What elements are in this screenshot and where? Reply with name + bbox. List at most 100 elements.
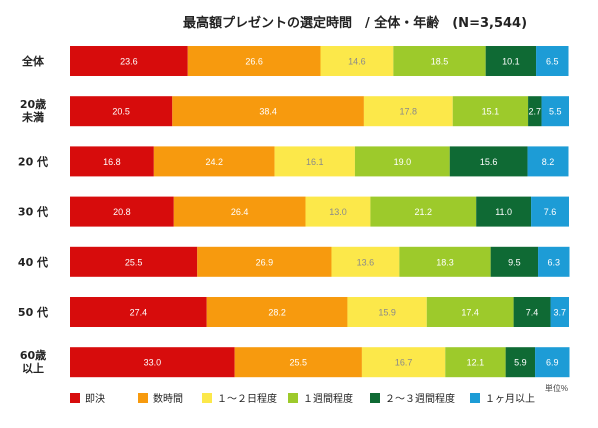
legend-label: ２～３週間程度 [385, 392, 455, 405]
data-label: 6.9 [546, 358, 559, 368]
legend-label: 数時間 [153, 392, 183, 405]
bar-segment [528, 96, 542, 127]
legend-swatch [288, 393, 298, 403]
data-label: 7.6 [544, 207, 557, 217]
data-label: 8.2 [542, 157, 555, 167]
data-label: 5.5 [549, 107, 562, 117]
data-label: 20.5 [112, 107, 130, 117]
legend-swatch [138, 393, 148, 403]
row-label-line: 40 代 [18, 255, 48, 269]
bar-segment [234, 347, 362, 378]
row-label-line: 以上 [22, 361, 44, 375]
row-label-line: 20歳 [20, 97, 46, 111]
row-label-line: 50 代 [18, 305, 48, 319]
bar-segment [426, 297, 514, 327]
bar-segment [206, 297, 348, 327]
data-label: 13.6 [357, 257, 375, 267]
data-label: 16.1 [306, 157, 324, 167]
bar-segment [173, 196, 306, 227]
bar-segment [347, 297, 427, 327]
data-label: 33.0 [144, 358, 162, 368]
bar-segment [70, 196, 174, 227]
legend-label: １週間程度 [303, 392, 353, 405]
data-label: 26.9 [256, 257, 274, 267]
bar-segment [70, 347, 235, 378]
legend-swatch [470, 393, 480, 403]
data-label: 5.9 [514, 358, 527, 368]
row-label: 20歳未満 [20, 97, 46, 124]
data-label: 6.5 [546, 57, 559, 67]
data-label: 9.5 [508, 257, 521, 267]
row-label: 40 代 [18, 255, 48, 269]
bar-segment [70, 297, 207, 327]
data-label: 15.6 [480, 157, 498, 167]
data-label: 7.4 [526, 308, 539, 318]
data-label: 11.0 [495, 207, 512, 217]
legend-swatch [202, 393, 212, 403]
bar-segment [449, 146, 528, 177]
data-label: 19.0 [394, 157, 412, 167]
data-label: 18.3 [436, 257, 454, 267]
bar-segment [527, 146, 569, 177]
bar-segment [490, 246, 539, 277]
bar-segment [538, 246, 570, 277]
row-label: 60歳以上 [20, 348, 46, 375]
bar-segment [476, 196, 532, 227]
bar-segment [70, 96, 173, 127]
row-label: 50 代 [18, 305, 48, 319]
data-label: 24.2 [205, 157, 223, 167]
bar-segment [513, 297, 551, 327]
bar-segment [361, 347, 446, 378]
bar-segment [485, 46, 537, 76]
bar-segment [445, 347, 506, 378]
legend-swatch [70, 393, 80, 403]
bar-rows: 全体 23.6 26.6 14.6 18.5 10.1 6.5 20歳未満 20.5 38.4 17… [18, 46, 570, 378]
bar-segment [370, 196, 477, 227]
data-label: 27.4 [130, 308, 148, 318]
bar-segment [452, 96, 529, 127]
data-label: 28.2 [268, 308, 286, 318]
bar-segment [536, 46, 569, 76]
chart-title: 最高額プレゼントの選定時間 / 全体・年齢 (N=3,544) [183, 15, 527, 31]
row-label-line: 未満 [21, 110, 44, 124]
bar-segment [331, 246, 400, 277]
data-label: 15.9 [378, 308, 396, 318]
data-label: 14.6 [348, 57, 366, 67]
data-label: 12.1 [467, 358, 485, 368]
legend-swatch [370, 393, 380, 403]
row-label: 20 代 [18, 154, 48, 168]
data-label: 16.8 [103, 157, 121, 167]
data-label: 25.5 [125, 257, 143, 267]
data-label: 6.3 [548, 257, 561, 267]
bar-segment [197, 246, 332, 277]
bar-segment [172, 96, 364, 127]
bar-segment [505, 347, 536, 378]
bar-segment [70, 246, 198, 277]
data-label: 10.1 [502, 57, 520, 67]
legend-label: １ヶ月以上 [485, 393, 535, 405]
bar-segment [320, 46, 394, 76]
row-label-line: 30 代 [18, 205, 48, 219]
row-label: 30 代 [18, 205, 48, 219]
bar-segment [70, 146, 154, 177]
row-label-line: 全体 [21, 54, 45, 68]
bar-segment [305, 196, 371, 227]
bar-segment [354, 146, 450, 177]
bar-segment [393, 46, 486, 76]
data-label: 18.5 [431, 57, 449, 67]
bar-segment [399, 246, 491, 277]
data-label: 23.6 [120, 57, 138, 67]
row-label-line: 20 代 [18, 154, 48, 168]
data-label: 38.4 [259, 107, 277, 117]
data-label: 26.4 [231, 207, 249, 217]
data-label: 15.1 [482, 107, 500, 117]
bar-segment [550, 297, 569, 327]
bar-segment [535, 347, 570, 378]
row-label: 全体 [21, 54, 45, 68]
legend-label: １～２日程度 [217, 392, 277, 405]
data-label: 26.6 [245, 57, 263, 67]
data-label: 16.7 [395, 358, 413, 368]
bar-segment [70, 46, 188, 76]
bar-segment [531, 196, 569, 227]
